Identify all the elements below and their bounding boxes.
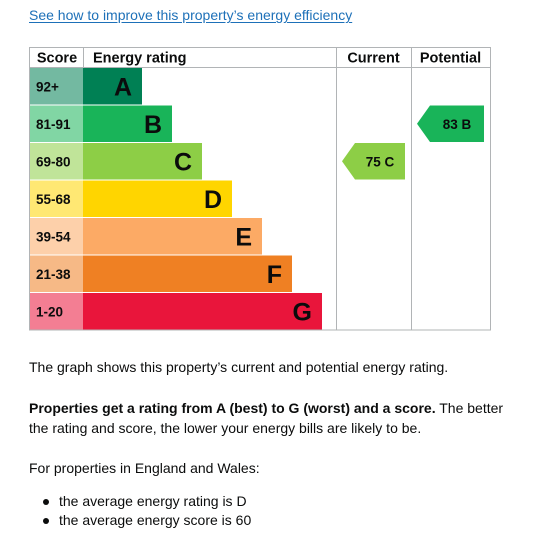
chart-headers: Score Energy rating Current Potential bbox=[37, 51, 481, 67]
score-cell-e bbox=[30, 218, 83, 255]
band-letter-e: E bbox=[235, 223, 252, 251]
chart-bars: 92+ A 81-91 B 69-80 C 55-68 D 39-54 E 21-38 F 1-20 G bbox=[30, 68, 322, 330]
band-letter-c: C bbox=[174, 148, 192, 176]
improve-energy-efficiency-link[interactable]: See how to improve this property’s energ… bbox=[29, 7, 353, 23]
rating-explanation-rest: The better the rating and score, the low… bbox=[29, 400, 504, 436]
band-bar-a bbox=[83, 68, 142, 105]
chart-arrows: 75 C 83 B bbox=[342, 105, 484, 180]
score-range-e: 39-54 bbox=[36, 229, 71, 244]
header-score: Score bbox=[37, 51, 77, 67]
score-range-a: 92+ bbox=[36, 79, 59, 94]
graph-caption: The graph shows this property’s current … bbox=[29, 359, 449, 375]
current-arrow bbox=[342, 143, 405, 180]
score-cell-a bbox=[30, 68, 83, 105]
band-bar-f bbox=[83, 255, 292, 292]
score-range-f: 21-38 bbox=[36, 267, 71, 282]
score-cell-g bbox=[30, 293, 83, 330]
band-bar-c bbox=[83, 143, 202, 180]
score-cell-d bbox=[30, 180, 83, 217]
band-bar-b bbox=[83, 105, 172, 142]
score-range-c: 69-80 bbox=[36, 154, 71, 169]
score-cell-f bbox=[30, 255, 83, 292]
potential-arrow bbox=[417, 105, 484, 142]
band-letter-d: D bbox=[204, 186, 222, 214]
potential-arrow-label: 83 B bbox=[443, 117, 472, 132]
rating-explanation-bold: Properties get a rating from A (best) to… bbox=[29, 400, 436, 416]
score-range-d: 55-68 bbox=[36, 192, 71, 207]
band-bar-e bbox=[83, 218, 262, 255]
header-potential: Potential bbox=[420, 51, 481, 67]
current-arrow-label: 75 C bbox=[366, 154, 395, 169]
score-cell-c bbox=[30, 143, 83, 180]
header-energy-rating: Energy rating bbox=[93, 51, 186, 67]
band-bar-g bbox=[83, 293, 322, 330]
energy-rating-chart: Score Energy rating Current Potential 92+ A 8… bbox=[29, 47, 491, 331]
band-letter-b: B bbox=[144, 111, 162, 139]
band-letter-f: F bbox=[267, 261, 282, 289]
epc-chart-svg: Score Energy rating Current Potential 92+ A 8… bbox=[29, 47, 491, 331]
score-cell-b bbox=[30, 105, 83, 142]
header-current: Current bbox=[347, 51, 400, 67]
chart-grid bbox=[29, 47, 491, 331]
band-letter-g: G bbox=[293, 298, 312, 326]
rating-explanation: Properties get a rating from A (best) to… bbox=[29, 398, 509, 438]
england-wales-text: For properties in England and Wales: bbox=[29, 460, 260, 476]
score-range-g: 1-20 bbox=[36, 304, 63, 319]
average-list: the average energy rating is D the avera… bbox=[29, 492, 251, 530]
list-item: the average energy score is 60 bbox=[29, 511, 251, 530]
score-range-b: 81-91 bbox=[36, 117, 71, 132]
chart-border bbox=[29, 47, 491, 331]
band-bar-d bbox=[83, 180, 232, 217]
list-item: the average energy rating is D bbox=[29, 492, 251, 511]
band-letter-a: A bbox=[114, 73, 132, 101]
